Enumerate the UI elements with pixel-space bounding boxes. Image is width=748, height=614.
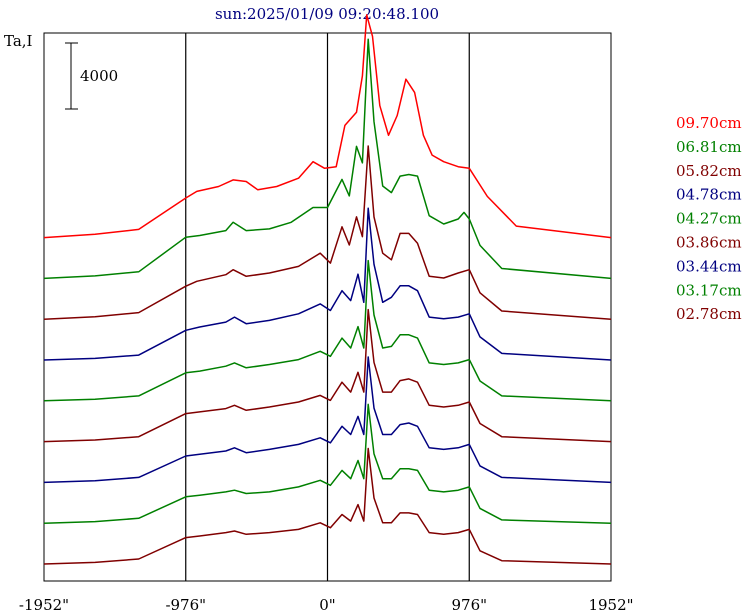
series-line-5 [43,308,612,443]
x-tick-label-2: 0" [319,596,335,614]
y-axis-label: Ta,I [4,32,33,50]
series-line-4 [43,259,612,402]
legend-entry-1: 06.81cm [676,138,742,156]
series-line-2 [43,145,612,320]
legend-entry-5: 03.86cm [676,234,742,252]
x-axis-ticks: -1952" -976" 0" 976" 1952" [19,596,634,614]
series-line-6 [43,356,612,484]
x-tick-label-3: 976" [451,596,487,614]
chart-title: sun:2025/01/09 09:20:48.100 [215,5,439,23]
series-line-8 [43,447,612,565]
legend-entry-4: 04.27cm [676,210,742,228]
series-lines [43,14,612,565]
legend-entry-0: 09.70cm [676,114,742,132]
series-line-7 [43,403,612,524]
series-line-0 [43,14,612,239]
series-line-1 [43,38,612,280]
legend-entry-6: 03.44cm [676,257,742,275]
x-tick-label-1: -976" [165,596,206,614]
legend-entry-7: 03.17cm [676,281,742,299]
scale-bar: 4000 [65,42,118,110]
vertical-lines [185,33,470,581]
scale-bar-label: 4000 [80,67,118,85]
legend-entry-2: 05.82cm [676,162,742,180]
series-line-3 [43,207,612,361]
x-tick-label-4: 1952" [588,596,633,614]
legend: 09.70cm 06.81cm 05.82cm 04.78cm 04.27cm 03.86… [676,114,742,323]
legend-entry-3: 04.78cm [676,186,742,204]
x-tick-label-0: -1952" [19,596,69,614]
legend-entry-8: 02.78cm [676,305,742,323]
